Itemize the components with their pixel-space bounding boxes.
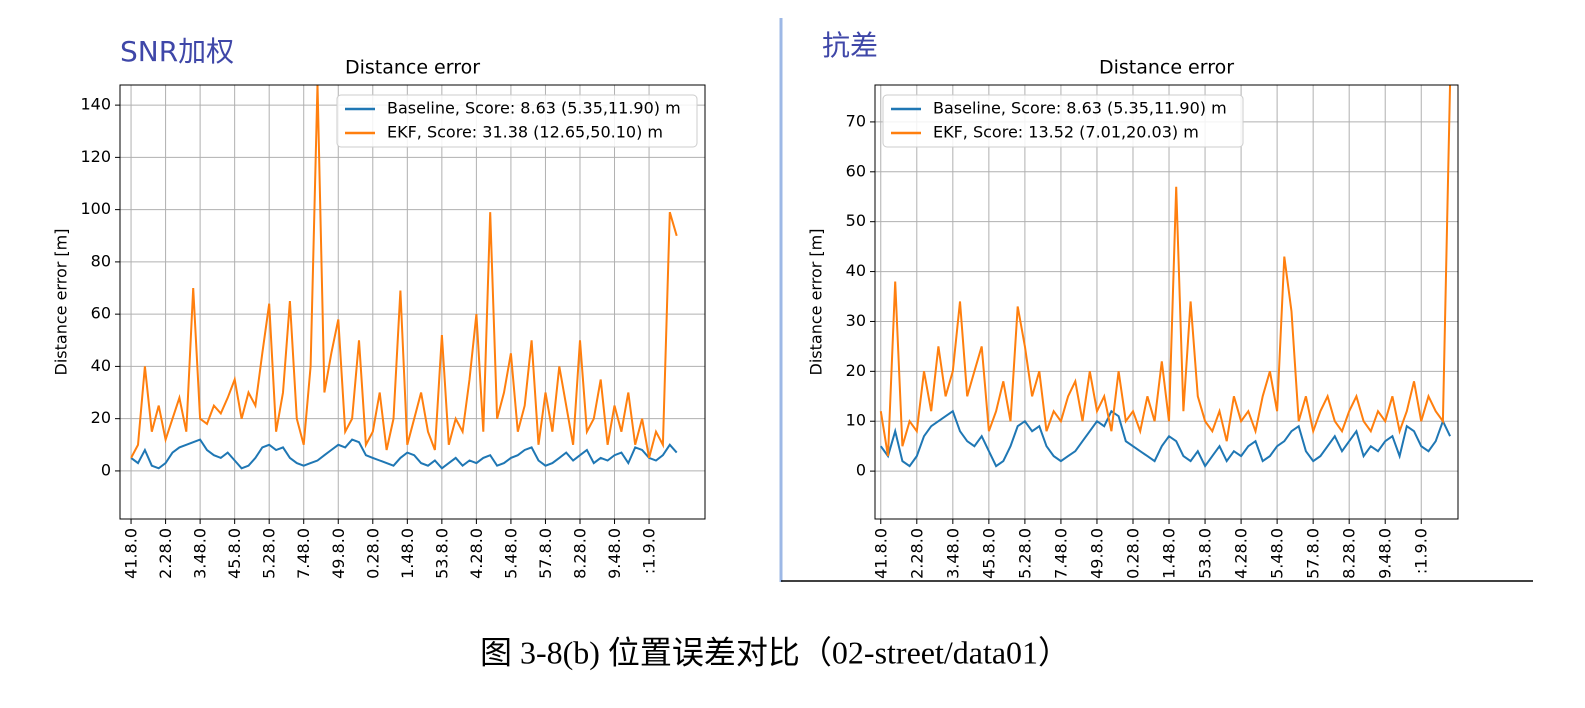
x-tick-label: 5.48.0	[501, 528, 520, 579]
x-tick-label: 3.48.0	[191, 528, 210, 579]
x-tick-label: 7.48.0	[294, 528, 313, 579]
y-tick-label: 20	[91, 408, 111, 427]
x-tick-label: 4.28.0	[467, 528, 486, 579]
x-tick-label: 1.48.0	[398, 528, 417, 579]
y-tick-label: 60	[846, 161, 866, 180]
x-tick-label: :1.9.0	[1412, 528, 1431, 574]
legend-label: EKF, Score: 31.38 (12.65,50.10) m	[387, 123, 663, 142]
x-tick-label: 8.28.0	[1340, 528, 1359, 579]
y-tick-label: 10	[846, 411, 866, 430]
x-tick-label: 2.28.0	[156, 528, 175, 579]
x-tick-label: 57.8.0	[536, 528, 555, 579]
legend-box	[336, 94, 698, 148]
x-tick-label: 0.28.0	[1123, 528, 1142, 579]
x-tick-label: 5.48.0	[1268, 528, 1287, 579]
y-axis-label: Distance error [m]	[52, 229, 71, 376]
x-tick-label: 8.28.0	[570, 528, 589, 579]
x-tick-label: 49.8.0	[329, 528, 348, 579]
plot-frame	[874, 84, 1459, 520]
y-tick-label: 30	[846, 311, 866, 330]
series-line	[130, 85, 678, 459]
x-tick-label: 3.48.0	[943, 528, 962, 579]
x-tick-label: 53.8.0	[1196, 528, 1215, 579]
x-tick-label: 57.8.0	[1304, 528, 1323, 579]
x-tick-label: 45.8.0	[225, 528, 244, 579]
y-tick-label: 80	[91, 251, 111, 270]
series-line	[879, 85, 1452, 457]
x-tick-label: 5.28.0	[260, 528, 279, 579]
series-line	[879, 409, 1452, 469]
x-tick-label: 45.8.0	[979, 528, 998, 579]
y-tick-label: 0	[856, 461, 866, 480]
series-line	[130, 438, 678, 470]
caption: 图 3-8(b) 位置误差对比（02-street/data01）	[480, 634, 1070, 670]
y-axis-label: Distance error [m]	[807, 229, 826, 376]
legend-label: Baseline, Score: 8.63 (5.35,11.90) m	[933, 99, 1227, 118]
y-tick-label: 20	[846, 361, 866, 380]
panel-label: 抗差	[822, 29, 878, 62]
y-tick-label: 0	[101, 460, 111, 479]
chart-title: Distance error	[1099, 57, 1234, 79]
x-tick-label: 41.8.0	[122, 528, 141, 579]
x-tick-label: :1.9.0	[640, 528, 659, 574]
chart-title: Distance error	[345, 57, 480, 79]
legend-box	[882, 94, 1244, 148]
x-tick-label: 5.28.0	[1015, 528, 1034, 579]
x-tick-label: 49.8.0	[1087, 528, 1106, 579]
plot-frame	[119, 84, 706, 520]
y-tick-label: 60	[91, 304, 111, 323]
y-tick-label: 70	[846, 111, 866, 130]
legend-label: EKF, Score: 13.52 (7.01,20.03) m	[933, 123, 1199, 142]
y-tick-label: 100	[80, 199, 111, 218]
x-tick-label: 0.28.0	[363, 528, 382, 579]
x-tick-label: 41.8.0	[871, 528, 890, 579]
y-tick-label: 50	[846, 211, 866, 230]
y-tick-label: 120	[80, 147, 111, 166]
x-tick-label: 4.28.0	[1232, 528, 1251, 579]
x-tick-label: 2.28.0	[907, 528, 926, 579]
x-tick-label: 9.48.0	[605, 528, 624, 579]
legend-label: Baseline, Score: 8.63 (5.35,11.90) m	[387, 99, 681, 118]
panel-label: SNR加权	[120, 35, 234, 68]
x-tick-label: 7.48.0	[1051, 528, 1070, 579]
y-tick-label: 140	[80, 95, 111, 114]
x-tick-label: 1.48.0	[1160, 528, 1179, 579]
x-tick-label: 9.48.0	[1376, 528, 1395, 579]
y-tick-label: 40	[91, 356, 111, 375]
x-tick-label: 53.8.0	[432, 528, 451, 579]
y-tick-label: 40	[846, 261, 866, 280]
